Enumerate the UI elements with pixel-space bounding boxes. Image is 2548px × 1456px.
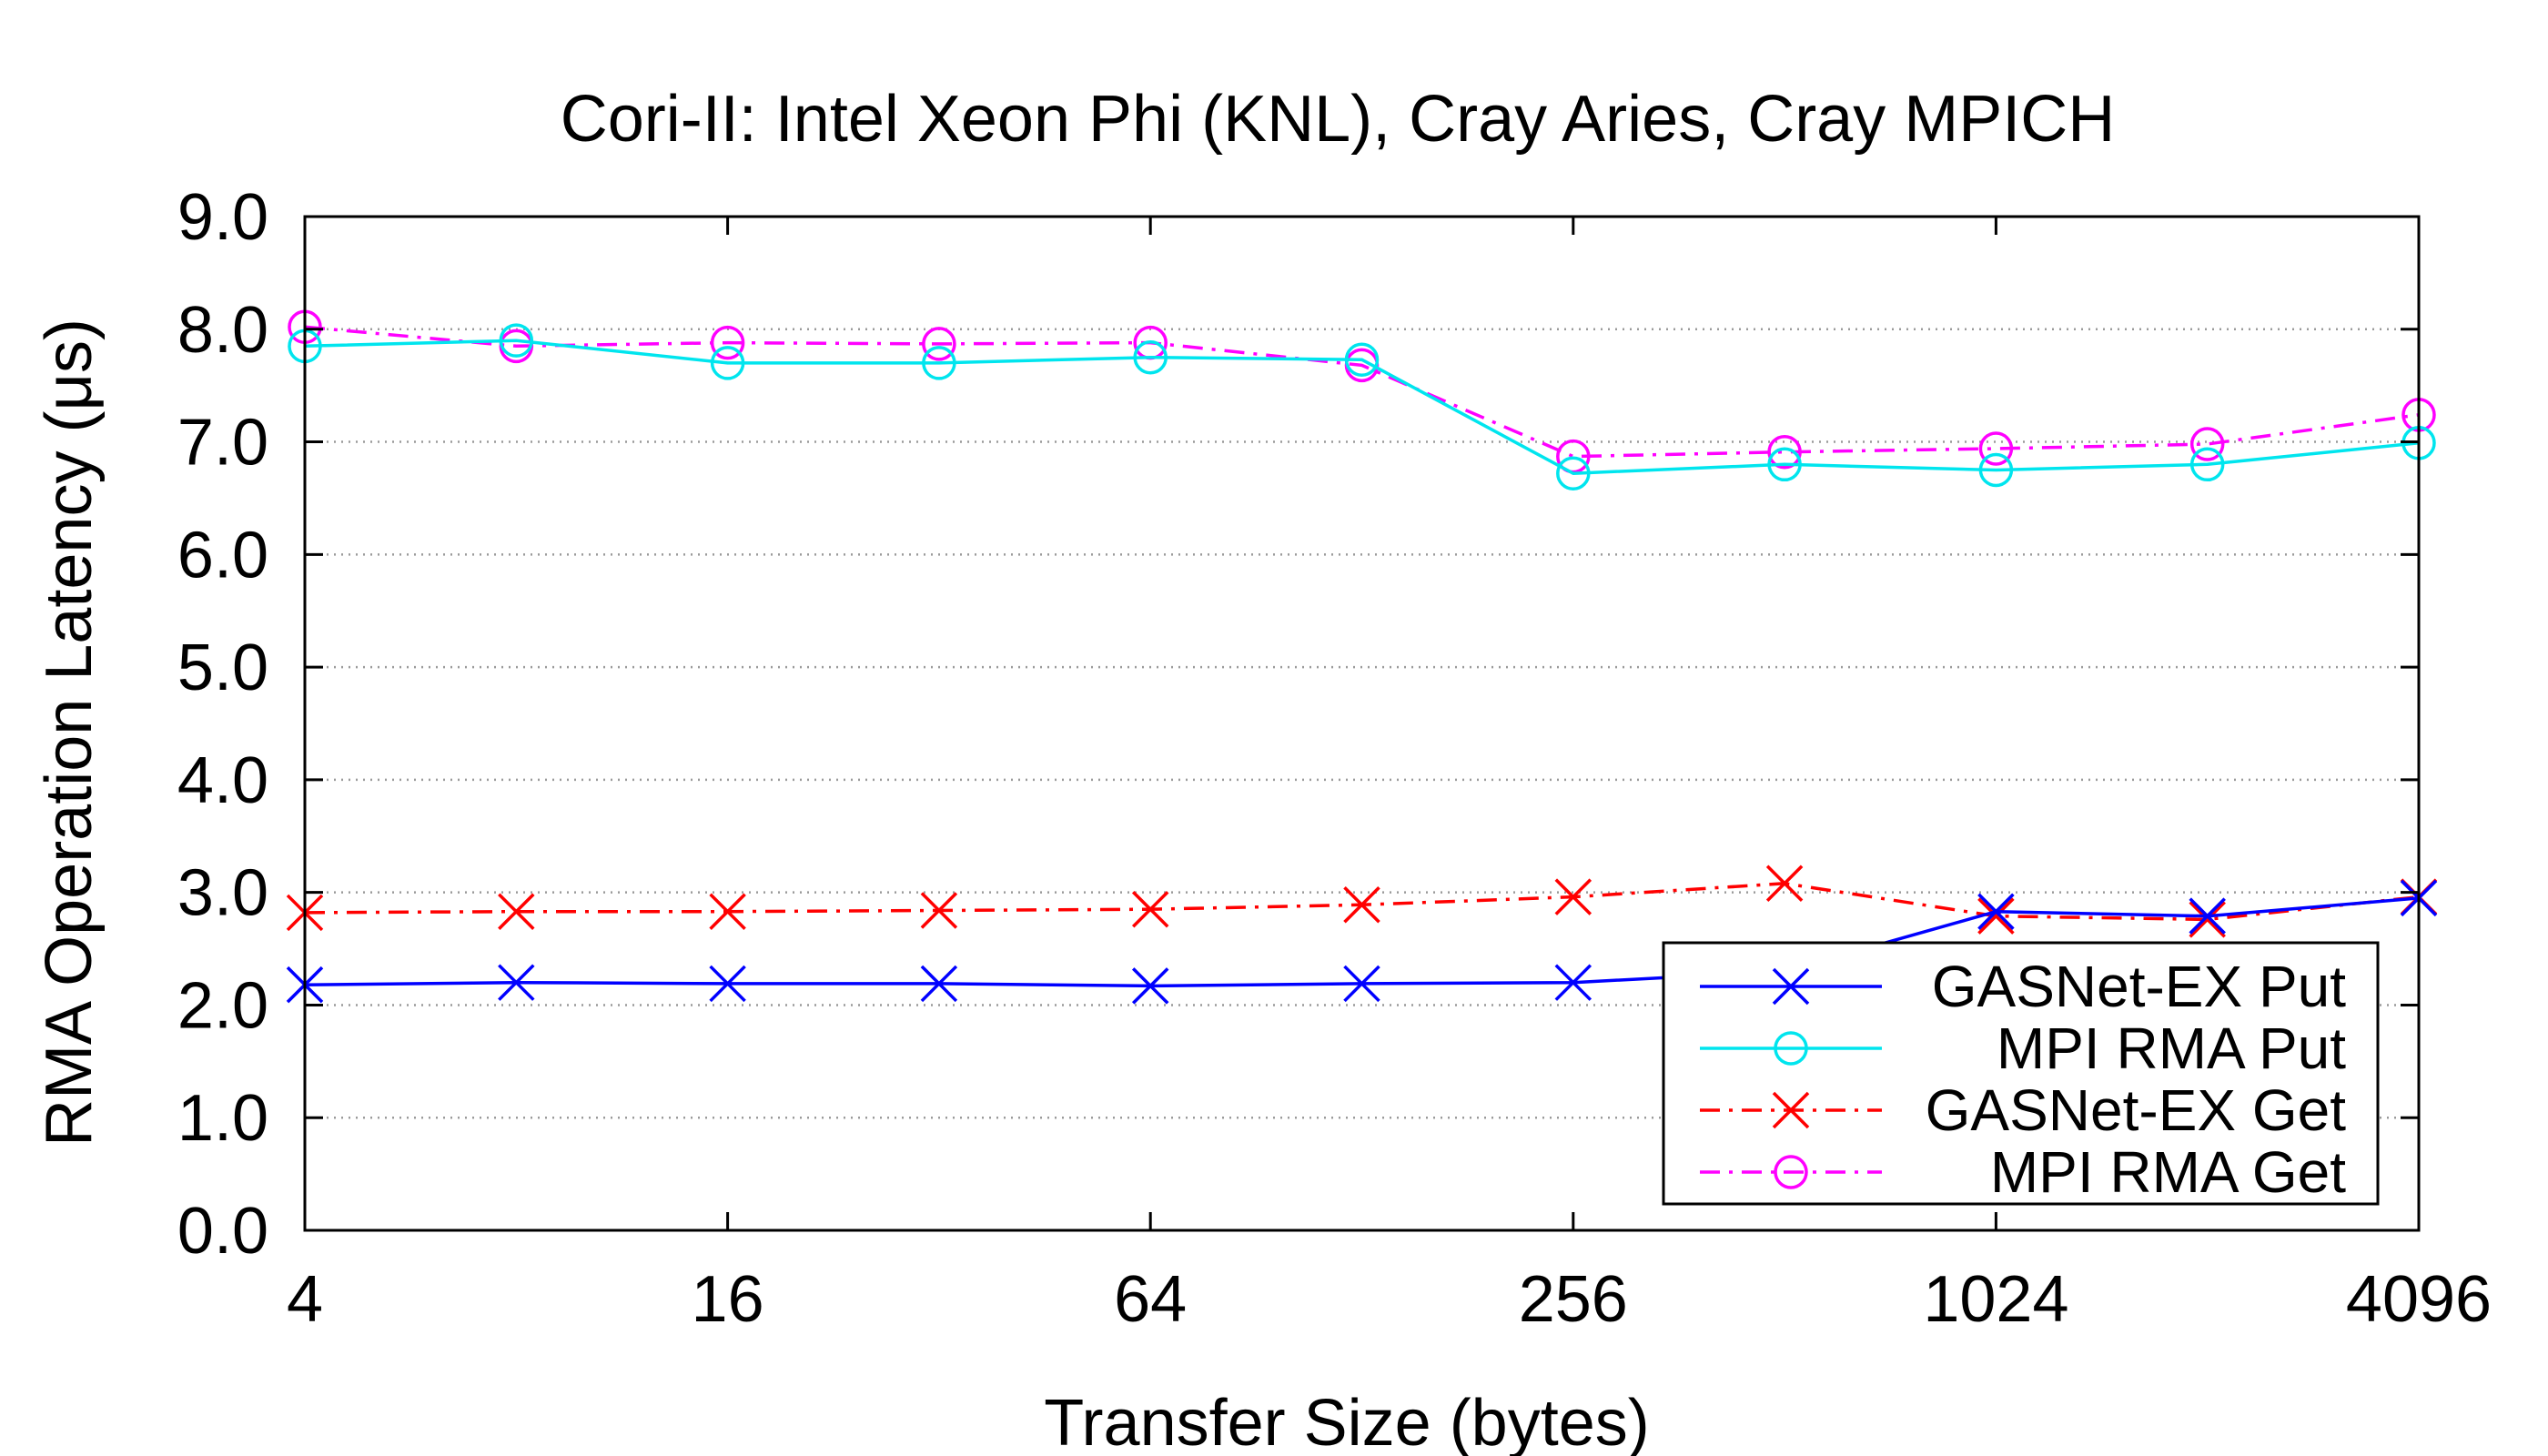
data-point-mpi-rma-put-4 [1133,339,1168,375]
data-point-mpi-rma-put-7 [1767,447,1802,482]
legend-marker-gasnet-ex-get [1772,1091,1810,1129]
y-tick-label-8: 8.0 [177,294,268,367]
data-point-gasnet-ex-get-9 [2189,901,2226,938]
x-tick-label-3: 256 [1519,1263,1628,1336]
legend-marker-gasnet-ex-put [1772,967,1810,1006]
data-point-mpi-rma-get-7 [1767,434,1802,470]
data-point-mpi-rma-get-3 [922,327,956,361]
data-point-gasnet-ex-get-5 [1343,886,1380,924]
x-tick-label-5: 4096 [2346,1263,2492,1336]
y-tick-label-1: 1.0 [177,1082,268,1155]
series-mpi-rma-put [288,323,2436,490]
data-point-gasnet-ex-put-8 [1977,893,2015,930]
data-point-gasnet-ex-put-5 [1343,965,1380,1003]
x-tick-label-4: 1024 [1923,1263,2068,1336]
x-tick-label-0: 4 [287,1263,323,1336]
series-line-mpi-rma-put [304,339,2420,475]
y-tick-label-7: 7.0 [177,407,268,480]
legend-marker-mpi-rma-get [1774,1155,1808,1189]
axes [303,215,2421,1232]
data-point-gasnet-ex-get-8 [1977,897,2015,935]
legend-label-mpi-rma-put: MPI RMA Put [1997,1016,2346,1081]
legend-marker-mpi-rma-put [1774,1031,1808,1066]
data-point-mpi-rma-put-5 [1344,342,1380,377]
data-point-gasnet-ex-put-1 [498,964,535,1001]
chart-title: Cori-II: Intel Xeon Phi (KNL), Cray Arie… [561,83,2115,156]
grid-lines [305,328,2419,1119]
legend-label-gasnet-ex-get: GASNet-EX Get [1926,1077,2347,1143]
data-point-mpi-rma-put-6 [1556,456,1591,490]
data-point-gasnet-ex-get-3 [920,892,958,929]
data-point-gasnet-ex-get-2 [709,893,746,930]
y-tick-label-5: 5.0 [177,632,268,704]
data-point-mpi-rma-put-9 [2189,447,2225,482]
y-tick-label-6: 6.0 [177,519,268,592]
data-point-gasnet-ex-put-2 [709,965,746,1003]
y-tick-label-9: 9.0 [177,181,268,254]
y-axis-label: RMA Operation Latency (μs) [33,318,106,1147]
data-point-mpi-rma-put-1 [499,323,534,358]
data-point-mpi-rma-get-2 [710,325,745,360]
data-point-mpi-rma-put-8 [1978,452,2014,488]
plot-frame [303,215,2421,1232]
data-point-gasnet-ex-put-3 [920,965,958,1003]
data-point-gasnet-ex-get-4 [1131,890,1169,928]
data-point-mpi-rma-get-8 [1978,431,2014,466]
y-tick-label-0: 0.0 [177,1195,268,1268]
data-point-mpi-rma-put-3 [922,346,956,380]
legend-label-mpi-rma-get: MPI RMA Get [1990,1139,2346,1205]
y-tick-label-4: 4.0 [177,744,268,817]
x-axis-label: Transfer Size (bytes) [1044,1387,1650,1456]
data-point-gasnet-ex-get-1 [498,893,535,930]
y-tick-label-2: 2.0 [177,969,268,1042]
data-point-gasnet-ex-get-6 [1554,878,1592,915]
data-point-gasnet-ex-put-6 [1554,964,1592,1001]
y-tick-label-3: 3.0 [177,857,268,930]
legend-label-gasnet-ex-put: GASNet-EX Put [1932,954,2347,1019]
data-point-gasnet-ex-get-7 [1765,864,1804,903]
series-line-mpi-rma-get [304,325,2420,459]
series-group [286,309,2438,1005]
ticks: 0.0 1.0 2.0 3.0 4.0 5.0 6.0 7.0 8.0 9.0 4 16 64 256 10… [177,181,2492,1336]
data-point-gasnet-ex-put-4 [1131,967,1169,1005]
x-tick-label-2: 64 [1114,1263,1187,1336]
data-point-mpi-rma-get-9 [2189,427,2225,461]
data-point-gasnet-ex-put-9 [2189,897,2226,935]
x-tick-label-1: 16 [692,1263,764,1336]
data-point-mpi-rma-put-2 [710,346,745,380]
